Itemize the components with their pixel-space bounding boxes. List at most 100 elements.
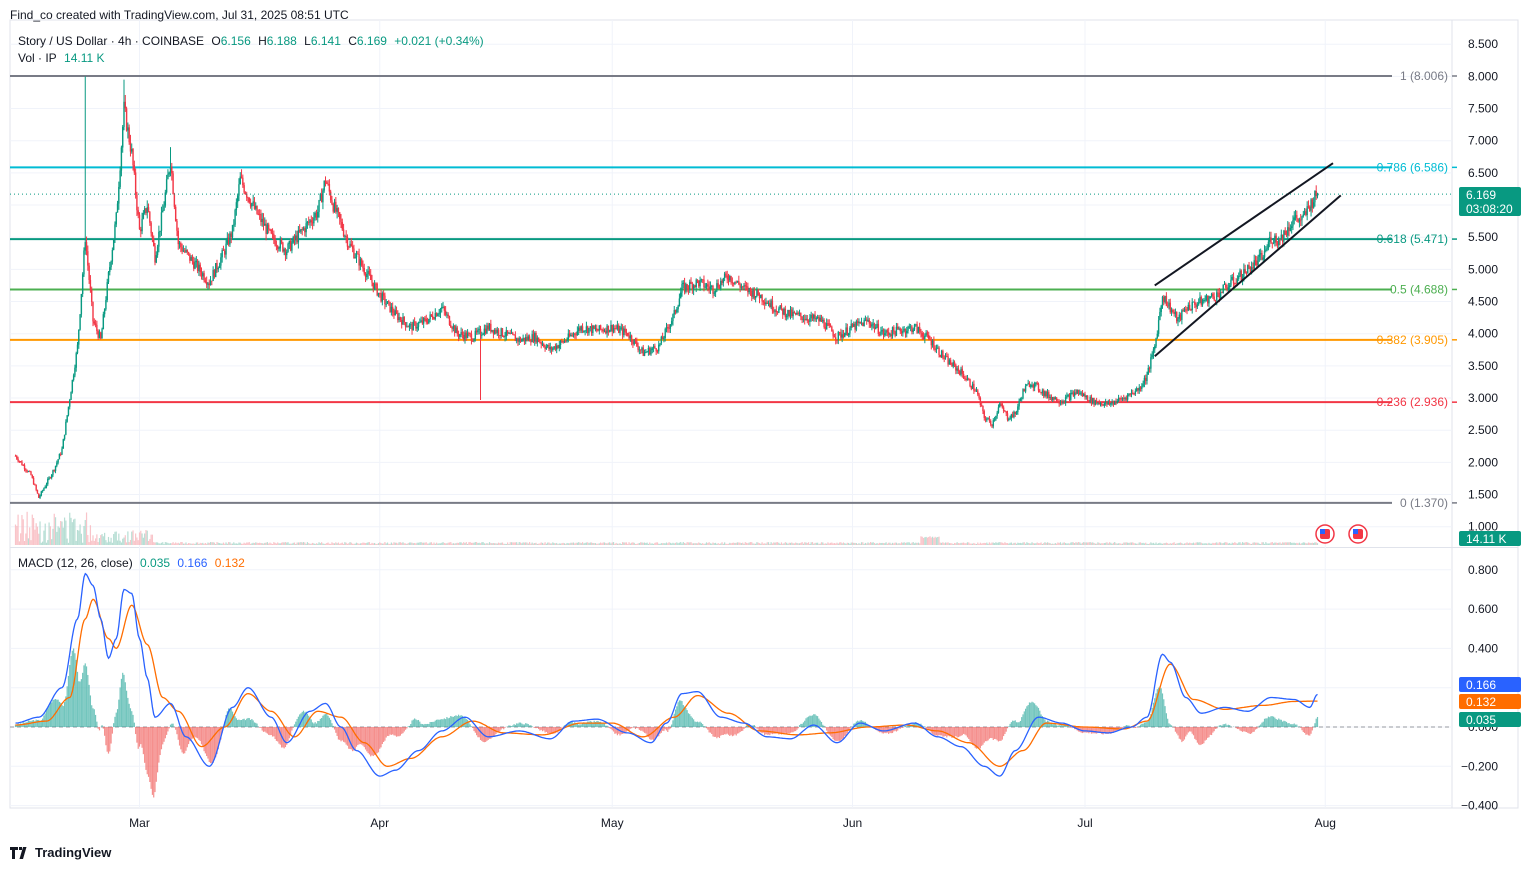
- candle-body: [1084, 394, 1085, 397]
- symbol-title[interactable]: Story / US Dollar · 4h · COINBASE: [18, 34, 204, 48]
- candle-body: [1230, 280, 1231, 286]
- candle-body: [884, 333, 885, 335]
- volume-bar: [640, 542, 641, 545]
- macd-histogram-bar: [435, 721, 436, 727]
- candle-body: [987, 418, 988, 419]
- macd-histogram-bar: [510, 726, 511, 727]
- candle-body: [967, 379, 968, 380]
- candle-body: [194, 262, 195, 268]
- macd-histogram-bar: [1317, 717, 1318, 727]
- macd-histogram-bar: [259, 727, 260, 728]
- volume-bar: [397, 543, 398, 545]
- volume-bar: [551, 543, 552, 545]
- candle-body: [207, 283, 208, 284]
- macd-histogram-bar: [798, 727, 799, 728]
- macd-histogram-bar: [515, 725, 516, 727]
- volume-bar: [404, 543, 405, 545]
- volume-bar: [547, 543, 548, 545]
- candle-body: [1217, 292, 1218, 293]
- volume-bar: [622, 542, 623, 545]
- volume-bar: [353, 544, 354, 545]
- volume-bar: [609, 542, 610, 545]
- volume-bar: [498, 543, 499, 545]
- candle-body: [1314, 191, 1315, 202]
- candle-body: [396, 310, 397, 313]
- macd-histogram-bar: [95, 715, 96, 727]
- macd-histogram-bar: [803, 722, 804, 727]
- macd-histogram-bar: [1225, 724, 1226, 727]
- volume-bar: [674, 543, 675, 545]
- volume-bar: [869, 543, 870, 545]
- fib-level-label: 0.786 (6.586): [1377, 160, 1448, 174]
- volume-bar: [966, 543, 967, 545]
- candle-body: [608, 326, 609, 333]
- volume-bar: [916, 543, 917, 545]
- volume-bar: [1146, 544, 1147, 545]
- volume-bar: [468, 542, 469, 545]
- volume-label[interactable]: Vol · IP: [18, 51, 57, 65]
- macd-histogram-bar: [1312, 727, 1313, 730]
- candle-body: [1124, 398, 1125, 399]
- volume-bar: [1161, 543, 1162, 545]
- candle-body: [584, 331, 585, 332]
- macd-histogram-bar: [1176, 727, 1177, 734]
- volume-bar: [940, 543, 941, 545]
- candle-body: [951, 365, 952, 367]
- macd-histogram-bar: [1143, 724, 1144, 727]
- volume-bar: [1048, 543, 1049, 545]
- macd-histogram-bar: [488, 727, 489, 740]
- volume-bar: [1139, 542, 1140, 545]
- macd-label[interactable]: MACD (12, 26, close): [18, 556, 133, 570]
- volume-bar: [662, 543, 663, 545]
- macd-histogram-bar: [635, 727, 636, 729]
- candle-body: [464, 333, 465, 340]
- tradingview-brand[interactable]: TradingView: [10, 845, 111, 860]
- macd-histogram-bar: [408, 726, 409, 727]
- candle-body: [636, 341, 637, 346]
- macd-histogram-bar: [1021, 717, 1022, 727]
- macd-histogram-bar: [969, 727, 970, 741]
- volume-bar: [231, 544, 232, 545]
- volume-bar: [298, 542, 299, 545]
- candle-body: [1287, 227, 1288, 235]
- volume-bar: [351, 543, 352, 545]
- candle-body: [896, 327, 897, 336]
- candle-body: [1127, 395, 1128, 400]
- volume-bar: [999, 542, 1000, 545]
- candle-body: [663, 338, 664, 339]
- volume-bar: [174, 544, 175, 545]
- candle-body: [41, 491, 42, 495]
- volume-bar: [1043, 543, 1044, 545]
- candle-body: [411, 324, 412, 330]
- macd-histogram-bar: [1268, 717, 1269, 727]
- candle-body: [1016, 412, 1017, 414]
- volume-bar: [694, 543, 695, 545]
- candle-body: [472, 341, 473, 342]
- candle-body: [503, 336, 504, 337]
- candle-body: [613, 328, 614, 332]
- volume-bar: [1114, 542, 1115, 545]
- volume-bar: [69, 513, 70, 545]
- macd-histogram-bar: [1267, 718, 1268, 727]
- candle-body: [344, 236, 345, 237]
- candle-body: [1238, 276, 1239, 279]
- volume-bar: [1261, 542, 1262, 545]
- candle-body: [661, 337, 662, 344]
- volume-bar: [369, 542, 370, 545]
- volume-bar: [1229, 543, 1230, 545]
- volume-bar: [698, 542, 699, 545]
- macd-histogram-bar: [200, 727, 201, 741]
- macd-histogram-bar: [1251, 727, 1252, 733]
- macd-histogram-bar: [972, 727, 973, 745]
- volume-bar: [871, 543, 872, 545]
- candle-body: [1099, 403, 1100, 404]
- macd-histogram-bar: [945, 727, 946, 736]
- volume-bar: [374, 543, 375, 545]
- volume-bar: [422, 543, 423, 545]
- volume-bar: [1298, 543, 1299, 545]
- macd-histogram-bar: [712, 727, 713, 736]
- volume-bar: [575, 543, 576, 545]
- volume-bar: [76, 541, 77, 545]
- x-tick-label: Apr: [370, 816, 389, 830]
